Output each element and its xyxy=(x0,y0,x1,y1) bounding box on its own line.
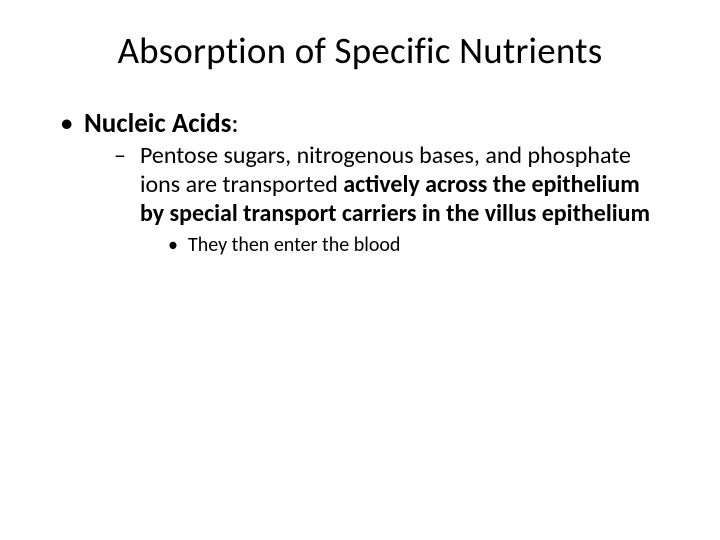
bullet-list-level2: Pentose sugars, nitrogenous bases, and p… xyxy=(84,141,666,258)
slide-title: Absorption of Specific Nutrients xyxy=(54,28,666,73)
slide: Absorption of Specific Nutrients Nucleic… xyxy=(0,0,720,540)
level1-colon: : xyxy=(231,107,238,140)
level1-label: Nucleic Acids xyxy=(84,107,231,140)
list-item-level3: They then enter the blood xyxy=(168,233,666,258)
bullet-list-level1: Nucleic Acids: Pentose sugars, nitrogeno… xyxy=(54,107,666,258)
level3-text: They then enter the blood xyxy=(188,233,400,257)
bullet-list-level3: They then enter the blood xyxy=(140,233,666,258)
list-item-level1: Nucleic Acids: Pentose sugars, nitrogeno… xyxy=(60,107,666,258)
list-item-level2: Pentose sugars, nitrogenous bases, and p… xyxy=(114,141,666,258)
